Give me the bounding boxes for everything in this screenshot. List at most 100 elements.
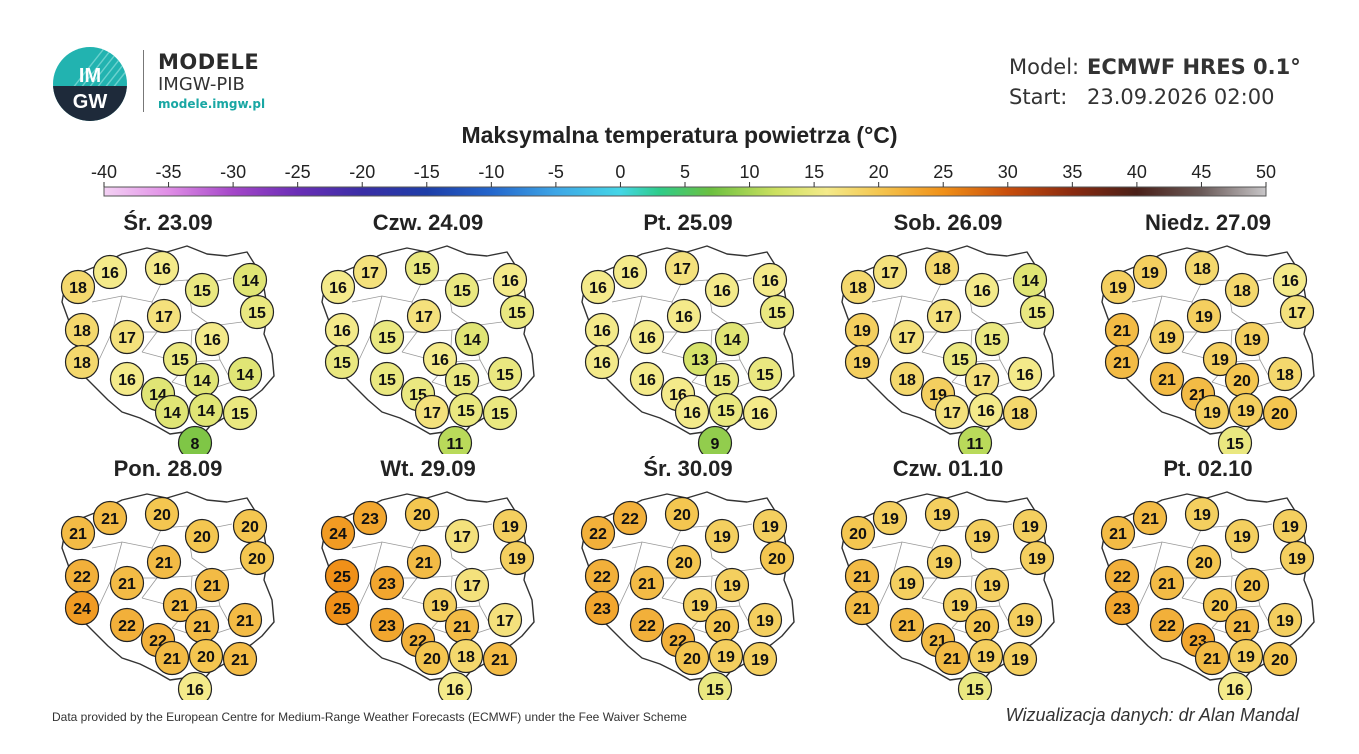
temperature-circle (968, 392, 1004, 428)
brand-url[interactable]: modele.imgw.pl (158, 97, 266, 111)
temperature-circle (926, 298, 962, 334)
temperature-marker: 19 (752, 508, 788, 544)
temperature-circle (64, 590, 100, 626)
temperature-value: 15 (756, 367, 774, 384)
temperature-value: 19 (508, 551, 526, 568)
temperature-marker: 21 (1132, 500, 1168, 536)
temperature-value: 16 (1281, 273, 1299, 290)
temperature-value: 19 (431, 598, 449, 615)
temperature-circle (708, 392, 744, 428)
temperature-marker: 19 (714, 567, 750, 603)
temperature-circle (188, 638, 224, 674)
visualization-credit: Wizualizacja danych: dr Alan Mandal (1005, 705, 1299, 725)
temperature-value: 20 (673, 507, 691, 524)
temperature-marker: 16 (324, 312, 360, 348)
temperature-circle (414, 640, 450, 676)
temperature-marker: 20 (1202, 587, 1238, 623)
temperature-circle (184, 272, 220, 308)
temperature-value: 8 (191, 436, 200, 453)
temperature-value: 20 (248, 551, 266, 568)
temperature-marker: 21 (92, 500, 128, 536)
temperature-marker: 15 (222, 395, 258, 431)
temperature-circle (968, 638, 1004, 674)
temperature-marker: 21 (889, 607, 925, 643)
temperature-value: 19 (1203, 405, 1221, 422)
temperature-value: 18 (69, 280, 87, 297)
temperature-circle (714, 321, 750, 357)
temperature-circle (942, 587, 978, 623)
temperature-circle (1149, 565, 1185, 601)
temperature-value: 16 (713, 283, 731, 300)
temperature-circle (840, 269, 876, 305)
temperature-marker: 16 (674, 394, 710, 430)
forecast-panel: Pt. 25.09 16 16 17 16 16 15 16 16 16 14 16 13 16 16 15 1… (572, 210, 824, 455)
temperature-circle (872, 254, 908, 290)
temperature-circle (974, 321, 1010, 357)
temperature-marker: 15 (324, 344, 360, 380)
temperature-marker: 17 (487, 602, 523, 638)
temperature-circle (924, 496, 960, 532)
temperature-marker: 16 (629, 319, 665, 355)
temperature-circle (1007, 602, 1043, 638)
temperature-value: 20 (713, 619, 731, 636)
temperature-circle (320, 515, 356, 551)
temperature-value: 19 (898, 576, 916, 593)
temperature-value: 17 (1288, 305, 1306, 322)
legend-tick-label: -30 (220, 162, 246, 182)
temperature-value: 20 (193, 529, 211, 546)
temperature-circle (964, 518, 1000, 554)
temperature-circle (1202, 587, 1238, 623)
temperature-marker: 19 (926, 544, 962, 580)
temperature-marker: 15 (482, 395, 518, 431)
temperature-circle (109, 361, 145, 397)
temperature-circle (222, 641, 258, 677)
temperature-circle (369, 319, 405, 355)
temperature-value: 21 (236, 613, 254, 630)
temperature-value: 16 (589, 280, 607, 297)
temperature-circle (1002, 395, 1038, 431)
temperature-marker: 17 (146, 298, 182, 334)
temperature-value: 18 (1276, 367, 1294, 384)
temperature-marker: 17 (352, 254, 388, 290)
temperature-value: 19 (1158, 330, 1176, 347)
temperature-value: 11 (447, 436, 464, 453)
legend-tick-label: 25 (933, 162, 953, 182)
temperature-marker: 19 (1279, 540, 1315, 576)
temperature-value: 17 (935, 309, 953, 326)
temperature-value: 20 (768, 551, 786, 568)
temperature-circle (934, 394, 970, 430)
temperature-value: 17 (415, 309, 433, 326)
temperature-circle (674, 394, 710, 430)
temperature-value: 14 (193, 373, 211, 390)
temperature-marker: 16 (194, 321, 230, 357)
legend-tick-label: 50 (1256, 162, 1276, 182)
temperature-marker: 15 (708, 392, 744, 428)
temperature-value: 23 (378, 618, 396, 635)
temperature-marker: 19 (1184, 496, 1220, 532)
temperature-circle (482, 395, 518, 431)
temperature-value: 19 (933, 507, 951, 524)
temperature-circle (144, 250, 180, 286)
temperature-marker: 19 (1149, 319, 1185, 355)
temperature-circle (92, 500, 128, 536)
temperature-marker: 16 (612, 254, 648, 290)
temperature-circle (404, 496, 440, 532)
temperature-value: 16 (977, 403, 995, 420)
temperature-marker: 16 (1007, 356, 1043, 392)
temperature-value: 22 (1158, 618, 1176, 635)
temperature-value: 21 (943, 651, 961, 668)
temperature-value: 20 (1271, 406, 1289, 423)
temperature-marker: 16 (144, 250, 180, 286)
temperature-circle (352, 254, 388, 290)
temperature-circle (926, 544, 962, 580)
temperature-circle (146, 544, 182, 580)
temperature-marker: 22 (612, 500, 648, 536)
temperature-value: 21 (163, 651, 181, 668)
forecast-panel: Pon. 28.09 21 21 20 20 20 20 22 21 21 21 24 21 22 22 21… (52, 456, 304, 701)
temperature-value: 15 (457, 403, 475, 420)
temperature-marker: 24 (320, 515, 356, 551)
temperature-circle (924, 250, 960, 286)
temperature-value: 19 (1021, 519, 1039, 536)
